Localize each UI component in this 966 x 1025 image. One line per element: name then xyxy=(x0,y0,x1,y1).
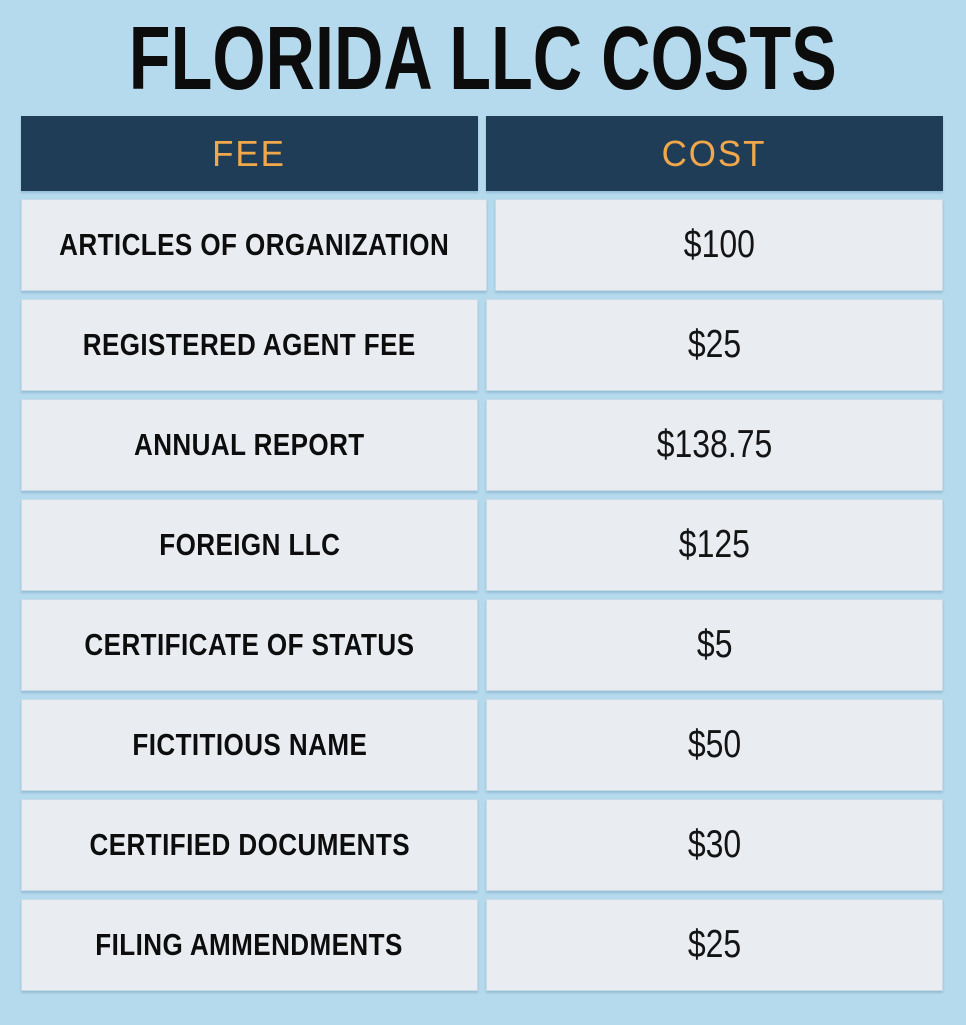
cost-column-header: COST xyxy=(486,116,943,191)
fee-label: ARTICLES OF ORGANIZATION xyxy=(59,227,450,262)
fee-label: FICTITIOUS NAME xyxy=(132,727,367,762)
fee-column-header: FEE xyxy=(21,116,478,191)
fee-column-header-label: FEE xyxy=(212,132,287,174)
cost-cell: $125 xyxy=(486,499,943,591)
fee-cell: REGISTERED AGENT FEE xyxy=(21,299,478,391)
table-row: FILING AMMENDMENTS $25 xyxy=(21,899,943,991)
table-row: REGISTERED AGENT FEE $25 xyxy=(21,299,943,391)
fee-cell: FOREIGN LLC xyxy=(21,499,478,591)
cost-cell: $30 xyxy=(486,799,943,891)
table-row: ANNUAL REPORT $138.75 xyxy=(21,399,943,491)
table-row: CERTIFIED DOCUMENTS $30 xyxy=(21,799,943,891)
fee-cell: FILING AMMENDMENTS xyxy=(21,899,478,991)
cost-cell: $25 xyxy=(486,299,943,391)
cost-value: $50 xyxy=(687,723,742,766)
page-title: FLORIDA LLC COSTS xyxy=(0,0,966,104)
table-row: FOREIGN LLC $125 xyxy=(21,499,943,591)
table-header-row: FEE COST xyxy=(21,116,943,191)
fee-label: CERTIFICATE OF STATUS xyxy=(84,627,415,662)
cost-cell: $100 xyxy=(495,199,943,291)
fee-label: REGISTERED AGENT FEE xyxy=(83,327,416,362)
cost-value: $25 xyxy=(687,923,742,966)
cost-value: $125 xyxy=(678,523,751,566)
fee-cell: ANNUAL REPORT xyxy=(21,399,478,491)
table-row: ARTICLES OF ORGANIZATION $100 xyxy=(21,199,943,291)
fee-cell: CERTIFICATE OF STATUS xyxy=(21,599,478,691)
cost-value: $5 xyxy=(696,623,733,666)
cost-value: $100 xyxy=(683,223,755,266)
fee-label: ANNUAL REPORT xyxy=(134,427,365,462)
cost-value: $30 xyxy=(687,823,742,866)
fee-cell: FICTITIOUS NAME xyxy=(21,699,478,791)
cost-cell: $138.75 xyxy=(486,399,943,491)
table-row: FICTITIOUS NAME $50 xyxy=(21,699,943,791)
fee-cell: ARTICLES OF ORGANIZATION xyxy=(21,199,488,291)
cost-value: $25 xyxy=(687,323,742,366)
table-row: CERTIFICATE OF STATUS $5 xyxy=(21,599,943,691)
fee-table: FEE COST ARTICLES OF ORGANIZATION $100 R… xyxy=(21,116,943,991)
cost-value: $138.75 xyxy=(656,423,773,466)
page-title-text: FLORIDA LLC COSTS xyxy=(128,9,838,109)
cost-cell: $5 xyxy=(486,599,943,691)
fee-label: CERTIFIED DOCUMENTS xyxy=(89,827,410,862)
fee-label: FILING AMMENDMENTS xyxy=(95,927,404,962)
fee-cell: CERTIFIED DOCUMENTS xyxy=(21,799,478,891)
cost-column-header-label: COST xyxy=(662,132,767,174)
cost-cell: $50 xyxy=(486,699,943,791)
cost-cell: $25 xyxy=(486,899,943,991)
fee-label: FOREIGN LLC xyxy=(158,527,341,562)
